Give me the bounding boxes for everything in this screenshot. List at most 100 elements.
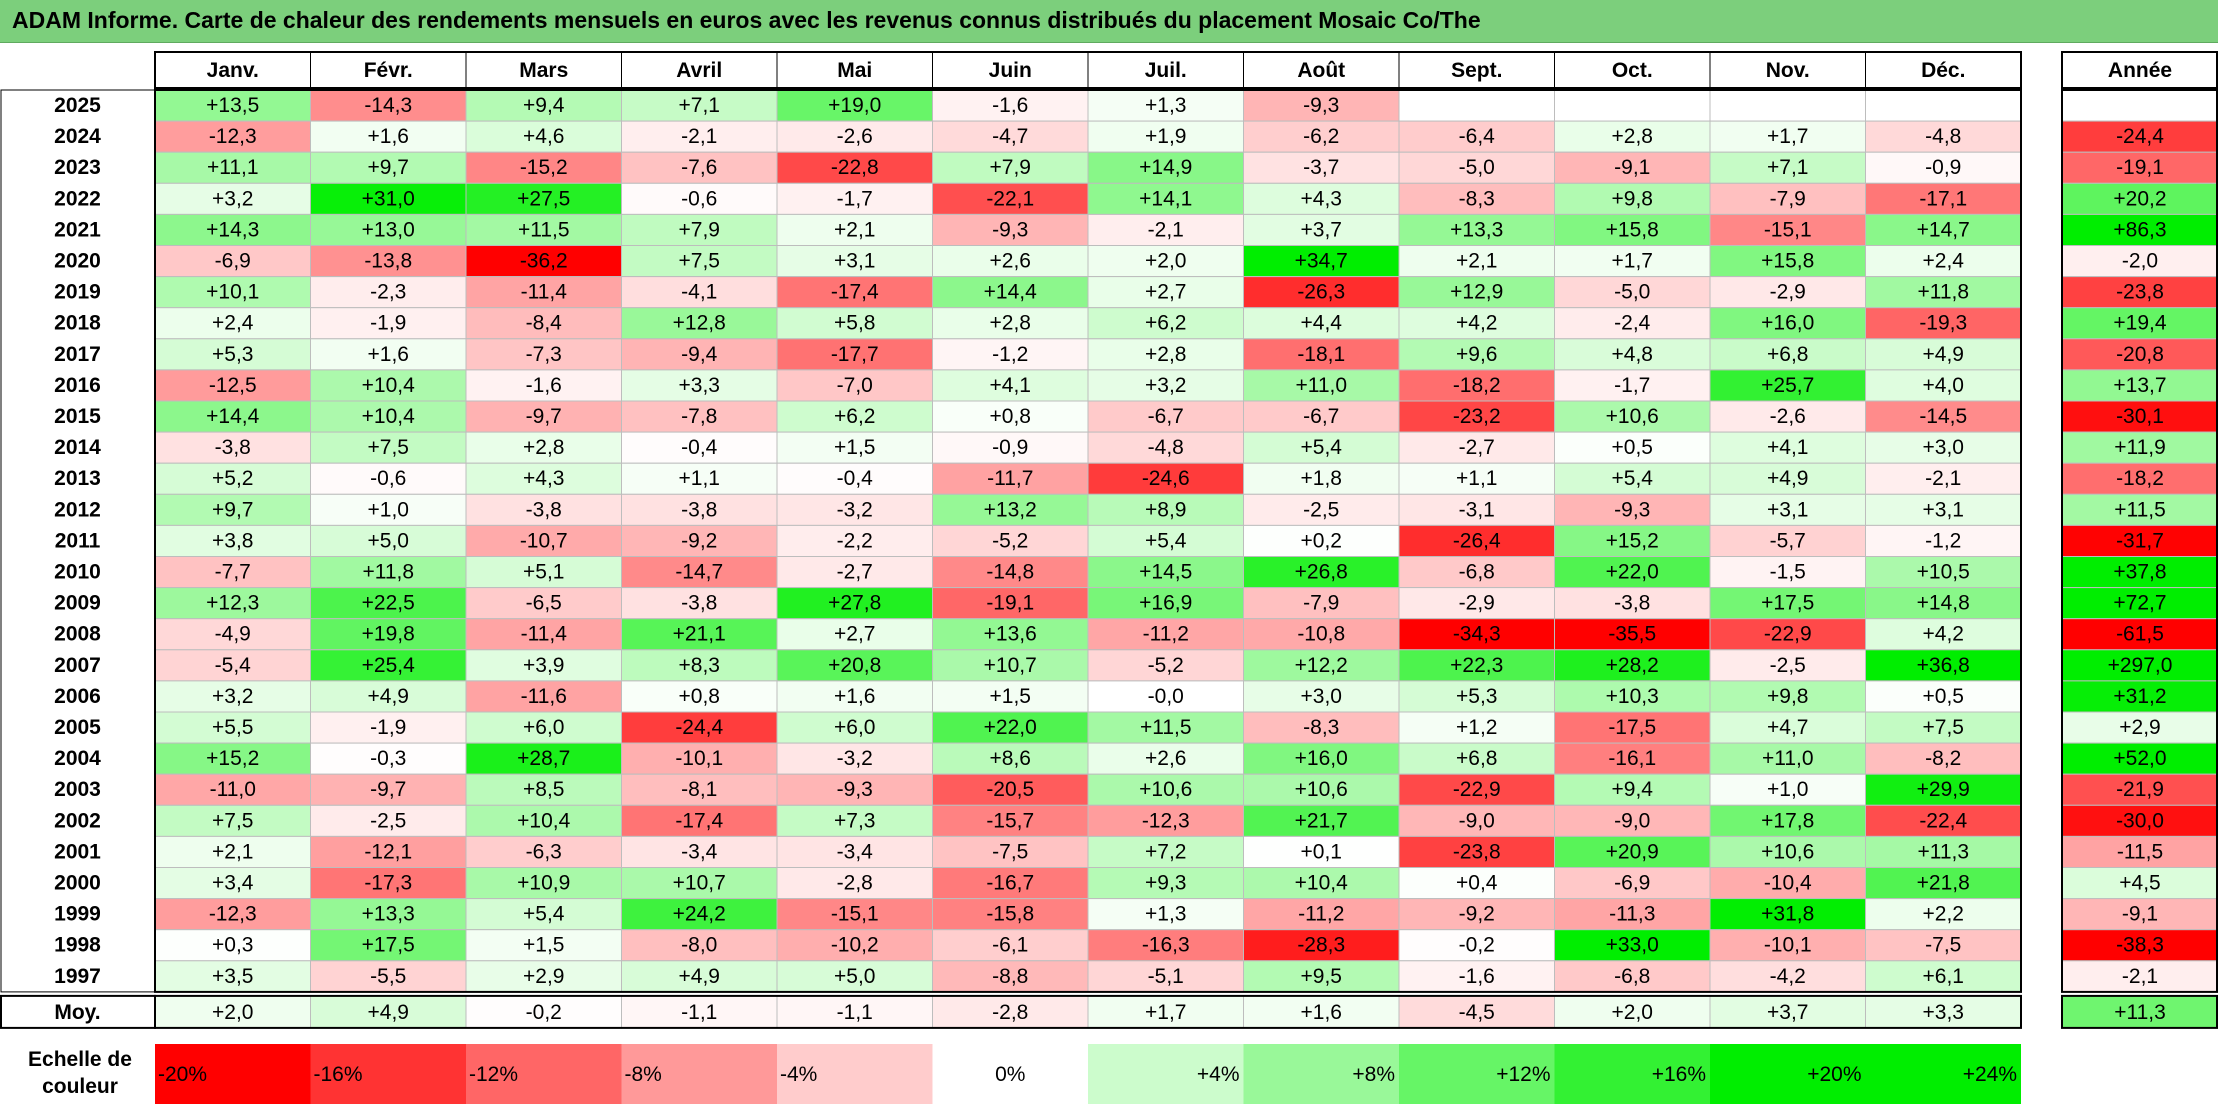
year-label: 2017: [54, 343, 101, 366]
cell-value: +11,5: [1140, 716, 1192, 739]
heatmap-cell: [310, 493, 467, 526]
cell-value: +20,8: [828, 654, 881, 677]
cell-value: +5,0: [368, 529, 409, 552]
heatmap-cell: [1243, 835, 1400, 869]
cell-value: +7,5: [212, 809, 253, 832]
cell-value: -9,7: [370, 778, 406, 801]
cell-value: +3,9: [523, 654, 564, 677]
year-label: 1997: [54, 965, 101, 988]
cell-value: -2,5: [1303, 498, 1339, 521]
heatmap-cell: [1087, 618, 1244, 651]
year-label: 2001: [54, 840, 101, 863]
cell-value: +2,6: [1145, 747, 1186, 770]
heatmap-cell: [1243, 369, 1400, 402]
heatmap-cell: [1087, 742, 1244, 775]
heatmap-cell: [310, 680, 467, 713]
cell-value: -10,8: [1297, 623, 1345, 646]
heatmap-cell: [1865, 773, 2022, 806]
heatmap-cell: [776, 431, 933, 464]
annual-value: +297,0: [2108, 654, 2173, 677]
scale-label: +16%: [1652, 1063, 1706, 1086]
heatmap-cell: [310, 587, 467, 620]
heatmap-cell: [465, 867, 622, 900]
heatmap-cell: [1865, 524, 2022, 558]
cell-value: +14,8: [1917, 592, 1970, 615]
heatmap-cell: [1865, 680, 2022, 713]
cell-value: -9,3: [837, 778, 873, 801]
cell-value: +8,9: [1145, 498, 1186, 521]
month-header: Nov.: [1766, 59, 1810, 82]
scale-swatch: [1243, 1044, 1399, 1104]
heatmap-cell: [154, 151, 311, 184]
heatmap-cell: [776, 276, 933, 309]
cell-value: -11,4: [521, 281, 568, 304]
heatmap-cell: [1243, 680, 1400, 713]
cell-value: -3,8: [681, 592, 717, 615]
cell-value: +10,6: [1295, 778, 1348, 801]
heatmap-cell: [932, 338, 1089, 371]
annual-grid-frame: [2061, 89, 2218, 993]
heatmap-cell: [776, 89, 933, 122]
heatmap-cell: [621, 618, 778, 651]
heatmap-cell: [1243, 151, 1400, 184]
cell-value: +7,5: [679, 250, 720, 273]
cell-value: -1,6: [526, 374, 562, 397]
heatmap-cell: [310, 711, 467, 744]
cell-value: +4,9: [1767, 467, 1808, 490]
cell-value: +4,1: [990, 374, 1031, 397]
cell-value: +14,7: [1917, 218, 1970, 241]
heatmap-cell: [154, 587, 311, 620]
cell-value: +11,8: [362, 561, 414, 584]
heatmap-cell: [1398, 618, 1555, 651]
year-label: 2016: [54, 374, 101, 397]
cell-value: -3,8: [526, 498, 562, 521]
cell-value: +0,3: [212, 934, 253, 957]
scale-label: -16%: [314, 1063, 363, 1086]
heatmap-cell: [621, 711, 778, 744]
heatmap-cell: [776, 493, 933, 526]
cell-value: +5,2: [212, 467, 253, 490]
cell-value: +0,5: [1612, 436, 1653, 459]
cell-value: +10,4: [362, 405, 415, 428]
heatmap-cell: [1554, 711, 1711, 744]
cell-value: -0,9: [992, 436, 1028, 459]
cell-value: +2,2: [1923, 903, 1964, 926]
cell-value: -35,5: [1608, 623, 1656, 646]
average-value: -4,5: [1459, 1001, 1495, 1024]
heatmap-cell: [310, 276, 467, 309]
heatmap-cell: [932, 742, 1089, 775]
annual-cell: [2061, 649, 2218, 682]
cell-value: -6,9: [215, 250, 251, 273]
heatmap-cell: [1709, 804, 1866, 837]
year-label: 2019: [54, 281, 101, 304]
average-frame: [154, 994, 2022, 1029]
cell-value: +1,2: [1456, 716, 1497, 739]
cell-value: +1,5: [834, 436, 875, 459]
average-value: -1,1: [837, 1001, 873, 1024]
cell-value: +4,3: [523, 467, 564, 490]
heatmap-cell: [1398, 462, 1555, 495]
heatmap-cell: [1087, 276, 1244, 309]
cell-value: -5,7: [1770, 529, 1806, 552]
cell-value: +22,3: [1450, 654, 1503, 677]
cell-value: +4,7: [1767, 716, 1808, 739]
cell-value: -9,7: [526, 405, 562, 428]
cell-value: -4,9: [215, 623, 251, 646]
cell-value: -1,2: [1925, 529, 1961, 552]
cell-value: -17,1: [1919, 187, 1967, 210]
cell-value: +1,0: [368, 498, 409, 521]
cell-value: +1,0: [1767, 778, 1808, 801]
cell-value: +1,3: [1145, 94, 1186, 117]
year-label: 2004: [54, 747, 101, 770]
year-label: 2009: [54, 592, 101, 615]
annual-cell: [2061, 711, 2218, 744]
cell-value: +10,7: [984, 654, 1037, 677]
heatmap-cell: [932, 245, 1089, 278]
cell-value: +1,7: [1767, 125, 1808, 148]
average-label-frame: [0, 994, 156, 1029]
average-value: +1,7: [1145, 1001, 1186, 1024]
cell-value: +0,4: [1456, 872, 1498, 895]
heatmap-cell: [621, 867, 778, 900]
heatmap-cell: [1398, 369, 1555, 402]
heatmap-cell: [1554, 587, 1711, 620]
